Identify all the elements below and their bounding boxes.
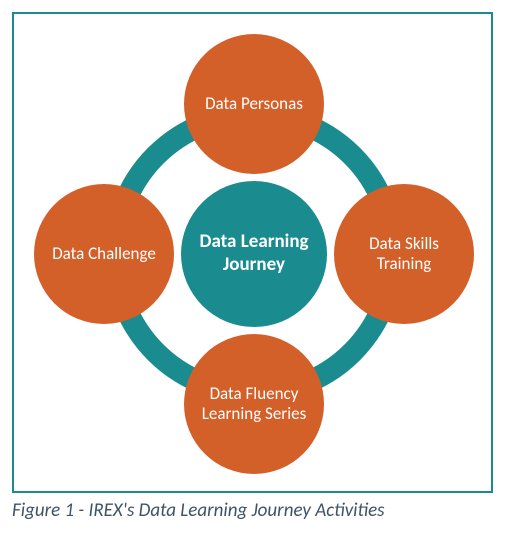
- center-node: Data Learning Journey: [181, 181, 327, 327]
- caption-text: Figure 1 - IREX's Data Learning Journey …: [12, 499, 385, 522]
- outer-node-left: Data Challenge: [34, 184, 174, 324]
- outer-label-right: Data Skills Training: [342, 234, 466, 275]
- outer-node-bottom: Data Fluency Learning Series: [184, 334, 324, 474]
- diagram-frame: Data Learning Journey Data Personas Data…: [12, 12, 493, 493]
- figure-caption: Figure 1 - IREX's Data Learning Journey …: [12, 499, 493, 523]
- outer-node-right: Data Skills Training: [334, 184, 474, 324]
- figure-wrapper: Data Learning Journey Data Personas Data…: [0, 0, 505, 531]
- outer-label-left: Data Challenge: [52, 244, 156, 264]
- outer-label-bottom: Data Fluency Learning Series: [192, 384, 316, 425]
- center-label: Data Learning Journey: [189, 231, 319, 277]
- outer-label-top: Data Personas: [205, 94, 303, 114]
- outer-node-top: Data Personas: [184, 34, 324, 174]
